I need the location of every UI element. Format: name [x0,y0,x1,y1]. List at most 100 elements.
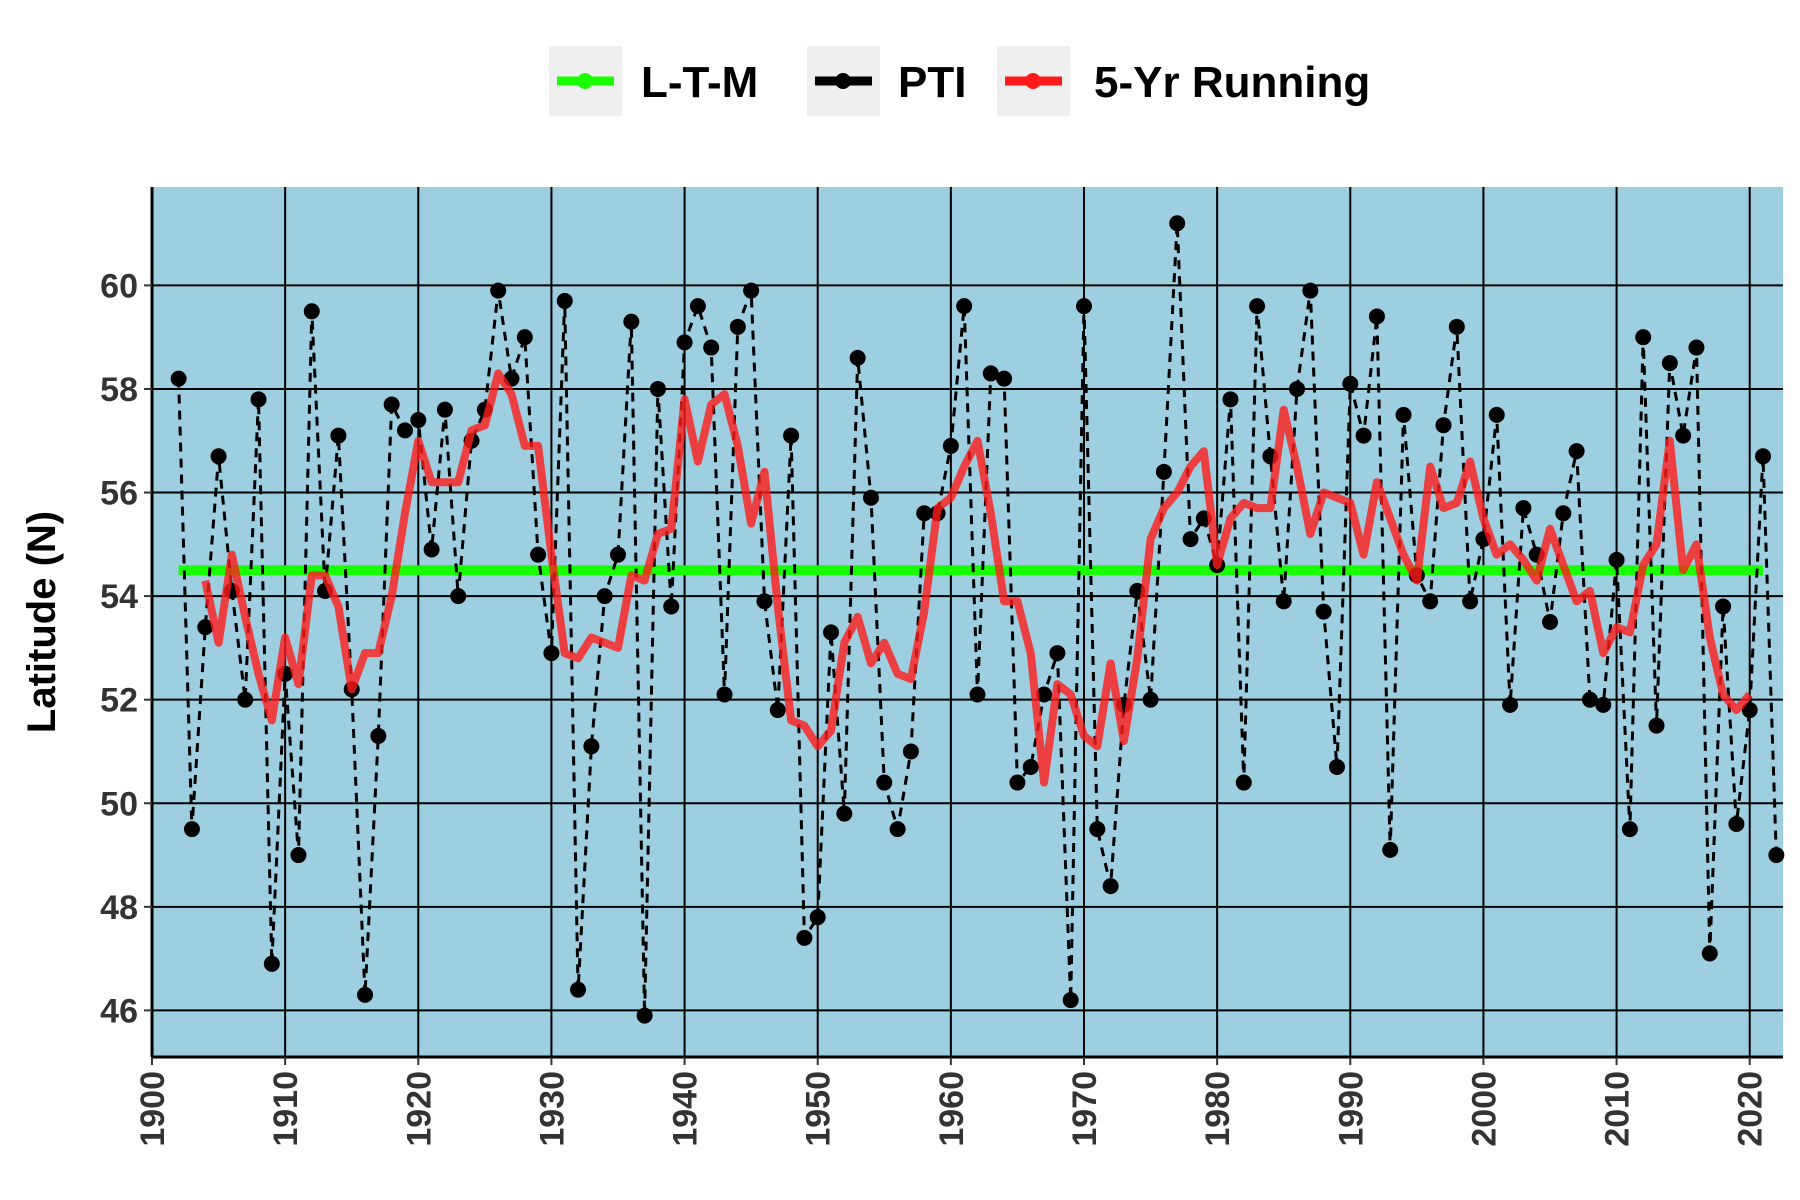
pti-point-1919 [396,422,413,439]
y-tick-label-50: 50 [100,785,138,823]
pti-point-2012 [1635,329,1652,346]
pti-point-1990 [1342,375,1359,392]
pti-point-1903 [183,821,200,838]
pti-point-1918 [383,396,400,413]
pti-point-1962 [969,686,986,703]
pti-point-1908 [250,391,267,408]
pti-point-1991 [1355,427,1372,444]
pti-point-1934 [596,588,613,605]
pti-point-1961 [956,298,973,315]
x-tick-label-1960: 1960 [933,1071,971,1147]
pti-point-1977 [1169,215,1186,232]
pti-point-2016 [1688,339,1705,356]
pti-point-1958 [916,505,933,522]
y-tick-label-60: 60 [100,267,138,305]
pti-point-1989 [1328,759,1345,775]
pti-point-2003 [1515,500,1532,517]
pti-point-1950 [809,909,826,926]
grid [151,187,1783,1057]
pti-point-1954 [862,489,879,506]
pti-point-1953 [849,349,866,366]
legend-label-pti: PTI [898,58,966,107]
pti-point-1936 [623,313,640,330]
y-tick-label-46: 46 [100,992,138,1030]
pti-point-1930 [543,645,560,662]
x-tick-label-2010: 2010 [1599,1071,1637,1147]
pti-point-1976 [1155,463,1172,480]
pti-point-1956 [889,821,906,838]
pti-point-1994 [1395,406,1412,423]
pti-point-1921 [423,541,440,558]
pti-point-1948 [783,427,800,444]
legend: L-T-M PTI 5-Yr Running [549,46,1370,116]
pti-point-1945 [743,282,760,299]
pti-point-1916 [357,986,374,1003]
x-tick-label-2000: 2000 [1465,1071,1503,1147]
pti-point-1938 [649,380,666,397]
legend-key-running-point [1025,73,1041,89]
pti-point-1971 [1089,821,1106,838]
pti-point-2021 [1755,448,1772,465]
pti-point-1968 [1049,645,1066,662]
pti-point-1965 [1009,774,1026,791]
pti-point-1966 [1022,759,1039,775]
pti-point-1932 [570,981,587,998]
pti-point-1952 [836,805,853,822]
pti-point-1964 [996,370,1013,387]
pti-point-2010 [1608,551,1625,568]
pti-point-2005 [1542,614,1558,630]
pti-point-1997 [1435,417,1452,434]
pti-point-2017 [1701,945,1718,962]
x-tick-label-1970: 1970 [1066,1071,1104,1147]
pti-point-1983 [1249,298,1266,315]
legend-key-ltm-point [577,73,593,89]
series-line-5yr-running [201,369,1753,787]
pti-point-1981 [1222,391,1239,408]
pti-point-1912 [303,303,320,320]
pti-point-1996 [1422,593,1439,610]
pti-point-1939 [663,598,680,615]
x-tick-label-1930: 1930 [533,1071,571,1147]
pti-point-1970 [1076,298,1092,315]
pti-point-2011 [1621,821,1638,838]
pti-point-1920 [410,412,427,429]
pti-point-1988 [1315,603,1332,620]
pti-point-2008 [1581,691,1598,708]
pti-point-1923 [450,588,467,605]
legend-key-pti-point [835,73,851,89]
pti-point-1963 [982,365,999,382]
pti-point-1998 [1448,318,1465,335]
plot-panel [152,187,1783,1057]
x-tick-label-1900: 1900 [134,1071,172,1147]
series-layer [170,215,1785,1024]
pti-point-2006 [1555,505,1572,522]
pti-point-1972 [1102,878,1119,895]
pti-point-2015 [1675,427,1692,444]
y-axis-title: Latitude (N) [20,511,64,733]
pti-point-1949 [796,929,813,946]
x-tick-label-1910: 1910 [267,1071,305,1147]
legend-label-ltm: L-T-M [641,58,758,107]
pti-point-1929 [530,546,547,563]
pti-point-1999 [1462,593,1479,610]
pti-point-1911 [290,847,307,864]
pti-point-1942 [703,339,720,356]
pti-point-2009 [1595,696,1612,713]
pti-point-1909 [263,955,280,972]
x-tick-label-2020: 2020 [1732,1071,1770,1147]
pti-point-1978 [1182,531,1199,548]
pti-point-2014 [1661,355,1678,372]
pti-point-1943 [716,686,733,703]
pti-point-2022 [1768,847,1785,864]
pti-point-1982 [1235,774,1252,791]
pti-point-1987 [1302,282,1319,299]
x-tick-label-1920: 1920 [400,1071,438,1147]
y-tick-label-56: 56 [100,475,138,513]
pti-point-1957 [902,743,919,760]
pti-point-1922 [436,401,453,418]
legend-label-running: 5-Yr Running [1094,58,1370,107]
pti-point-1933 [583,738,600,755]
pti-point-1937 [636,1007,653,1024]
pti-point-1960 [942,437,959,454]
